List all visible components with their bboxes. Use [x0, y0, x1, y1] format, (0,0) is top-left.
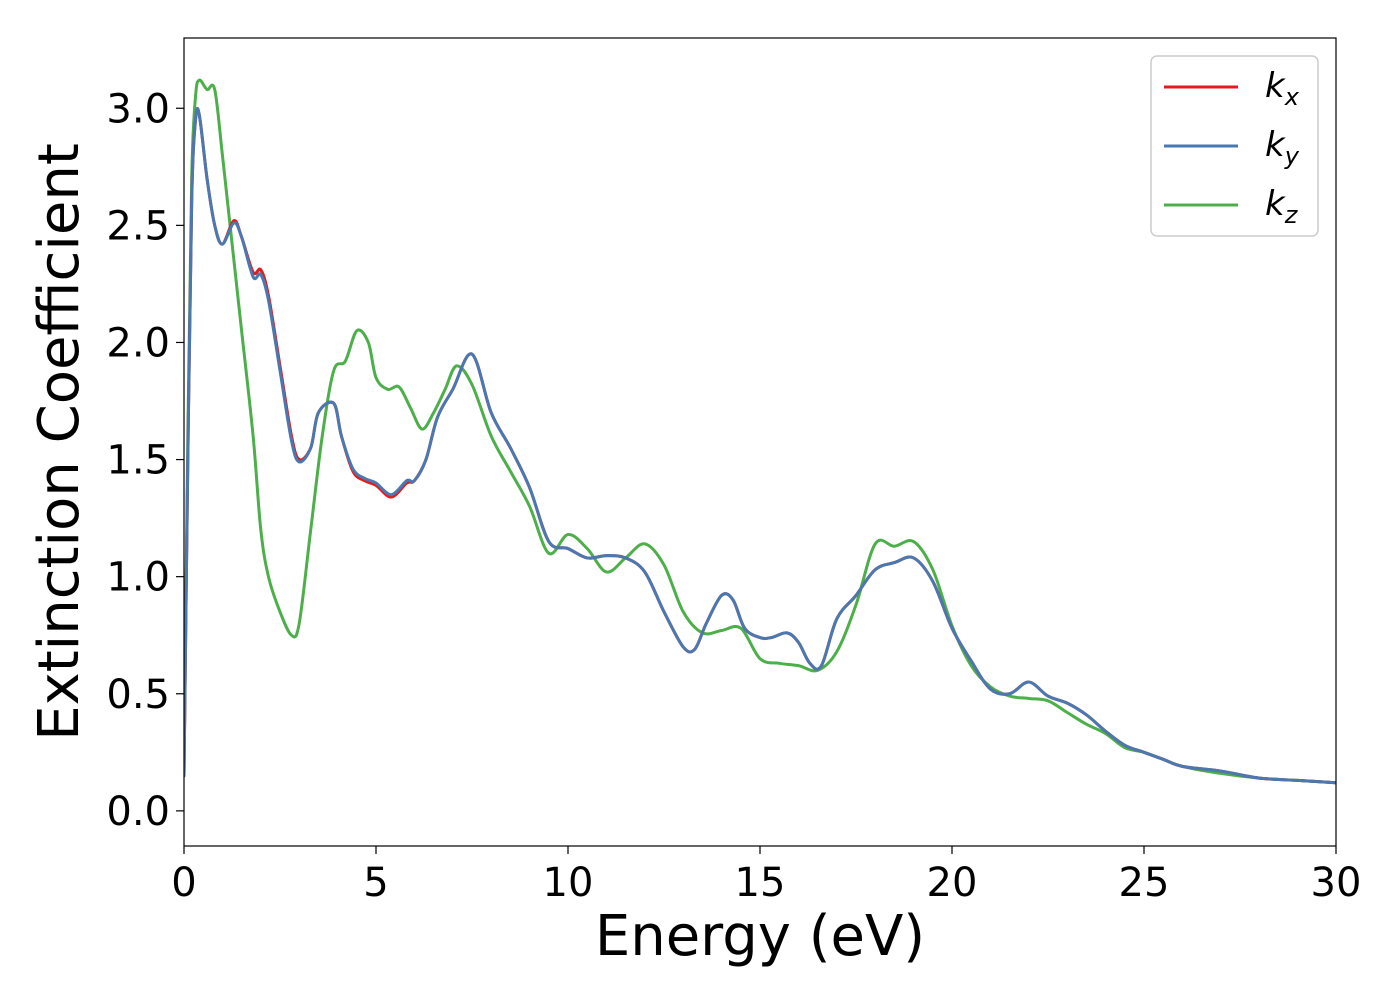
y-tick-label: 0.5: [106, 672, 170, 718]
y-tick-label: 3.0: [106, 86, 170, 132]
y-tick-label: 1.5: [106, 438, 170, 484]
x-tick-label: 25: [1119, 860, 1170, 906]
x-tick-label: 30: [1311, 860, 1362, 906]
x-tick-label: 15: [735, 860, 786, 906]
y-tick-label: 2.0: [106, 320, 170, 366]
y-axis-ticks: 0.0 0.5 1.0 1.5 2.0 2.5 3.0: [106, 86, 184, 835]
legend: kx ky kz: [1150, 55, 1319, 237]
y-tick-label: 2.5: [106, 203, 170, 249]
legend-label-z: kz: [1265, 184, 1299, 229]
y-tick-label: 0.0: [106, 789, 170, 835]
x-axis-title: Energy (eV): [595, 904, 925, 969]
legend-label-y: ky: [1265, 125, 1300, 170]
y-tick-label: 1.0: [106, 555, 170, 601]
series-line-z: [184, 78, 1336, 785]
x-tick-label: 0: [171, 860, 196, 906]
x-axis-ticks: 0 5 10 15 20 25 30: [171, 846, 1361, 906]
legend-label-x: kx: [1265, 66, 1300, 111]
x-tick-label: 5: [363, 860, 388, 906]
series-lines: [184, 78, 1336, 785]
x-tick-label: 20: [927, 860, 978, 906]
x-tick-label: 10: [543, 860, 594, 906]
series-line-y: [184, 107, 1336, 785]
y-axis-title: Extinction Coefficient: [27, 143, 92, 741]
